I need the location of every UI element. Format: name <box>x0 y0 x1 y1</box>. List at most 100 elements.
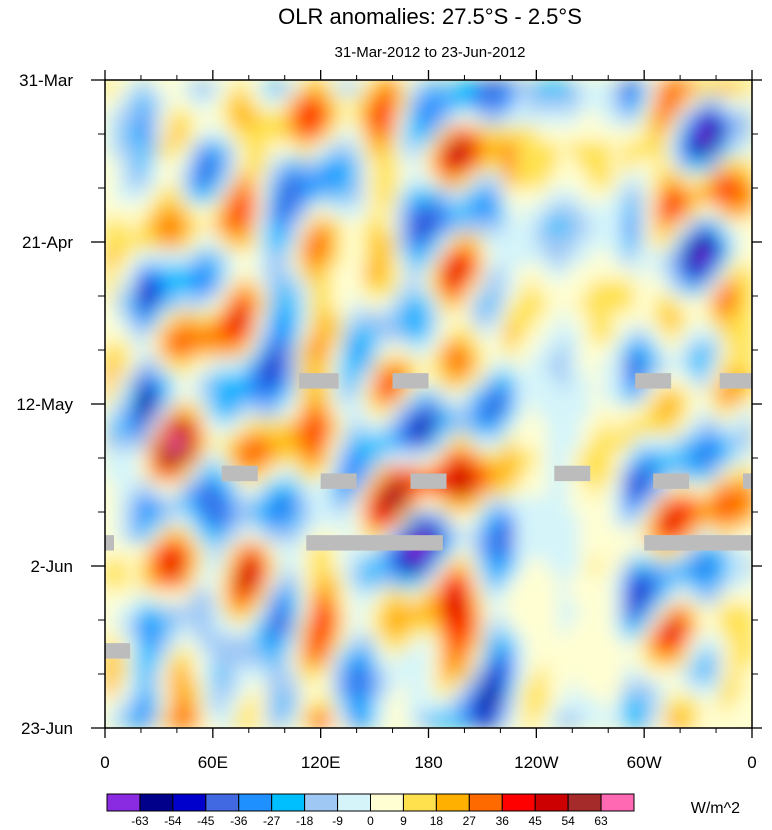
field-cell <box>503 203 516 220</box>
field-cell <box>568 265 581 282</box>
field-cell <box>644 326 656 343</box>
field-cell <box>353 172 365 189</box>
field-cell <box>299 558 311 575</box>
field-cell <box>105 496 117 513</box>
field-cell <box>741 650 752 667</box>
field-cell <box>266 620 279 637</box>
field-cell <box>708 296 721 313</box>
field-cell <box>255 697 268 714</box>
field-cell <box>482 650 494 667</box>
field-cell <box>439 296 451 313</box>
field-cell <box>126 666 138 683</box>
field-cell <box>223 558 235 575</box>
field-cell <box>622 311 634 328</box>
field-cell <box>698 465 710 482</box>
field-cell <box>633 620 645 637</box>
field-cell <box>525 589 537 606</box>
field-cell <box>439 373 451 390</box>
field-cell <box>191 419 203 436</box>
field-cell <box>439 388 451 405</box>
field-cell <box>374 666 386 683</box>
field-cell <box>148 697 160 714</box>
field-cell <box>191 311 203 328</box>
field-cell <box>601 296 613 313</box>
field-cell <box>708 280 721 297</box>
field-cell <box>557 172 570 189</box>
field-cell <box>396 126 408 143</box>
field-cell <box>633 172 645 189</box>
field-cell <box>547 296 559 313</box>
field-cell <box>536 481 548 498</box>
field-cell <box>633 419 645 436</box>
field-cell <box>363 218 376 235</box>
field-cell <box>536 404 548 421</box>
field-cell <box>503 373 516 390</box>
field-cell <box>514 326 527 343</box>
field-cell <box>708 697 721 714</box>
field-cell <box>428 404 440 421</box>
field-cell <box>665 589 678 606</box>
field-cell <box>525 95 537 112</box>
colorbar-label: 45 <box>529 814 543 828</box>
field-cell <box>396 95 408 112</box>
field-cell <box>353 80 365 97</box>
field-cell <box>460 542 473 559</box>
field-cell <box>255 373 268 390</box>
field-cell <box>245 218 257 235</box>
field-cell <box>191 95 203 112</box>
field-cell <box>547 110 559 127</box>
field-cell <box>320 496 333 513</box>
field-cell <box>450 311 462 328</box>
field-cell <box>148 450 160 467</box>
field-cell <box>245 512 257 529</box>
field-cell <box>126 141 138 158</box>
field-cell <box>266 404 279 421</box>
field-cell <box>590 434 602 451</box>
field-cell <box>396 234 408 251</box>
field-cell <box>698 249 710 266</box>
field-cell <box>687 589 699 606</box>
field-cell <box>482 280 494 297</box>
field-cell <box>536 80 548 97</box>
field-cell <box>579 573 591 590</box>
field-cell <box>169 296 182 313</box>
field-cell <box>503 589 516 606</box>
field-cell <box>266 296 279 313</box>
field-cell <box>115 188 128 205</box>
field-cell <box>288 481 300 498</box>
field-cell <box>255 419 268 436</box>
field-cell <box>309 388 322 405</box>
field-cell <box>158 434 171 451</box>
field-cell <box>536 110 548 127</box>
field-cell <box>503 342 516 359</box>
field-cell <box>320 681 333 698</box>
field-cell <box>525 280 537 297</box>
field-cell <box>148 234 160 251</box>
field-cell <box>406 635 419 652</box>
field-cell <box>126 573 138 590</box>
field-cell <box>471 311 484 328</box>
field-cell <box>698 311 710 328</box>
missing-data-bar <box>320 473 357 489</box>
field-cell <box>741 172 752 189</box>
field-cell <box>633 712 645 728</box>
field-cell <box>115 512 128 529</box>
field-cell <box>633 465 645 482</box>
field-cell <box>622 373 634 390</box>
field-cell <box>406 311 419 328</box>
field-cell <box>719 558 732 575</box>
field-cell <box>698 635 710 652</box>
anomaly-field <box>105 80 752 728</box>
field-cell <box>460 450 473 467</box>
field-cell <box>503 666 516 683</box>
field-cell <box>158 373 171 390</box>
field-cell <box>525 342 537 359</box>
field-cell <box>245 110 257 127</box>
field-cell <box>590 172 602 189</box>
field-cell <box>169 573 182 590</box>
field-cell <box>493 342 505 359</box>
field-cell <box>471 681 484 698</box>
field-cell <box>557 419 570 436</box>
field-cell <box>514 249 527 266</box>
field-cell <box>212 697 225 714</box>
